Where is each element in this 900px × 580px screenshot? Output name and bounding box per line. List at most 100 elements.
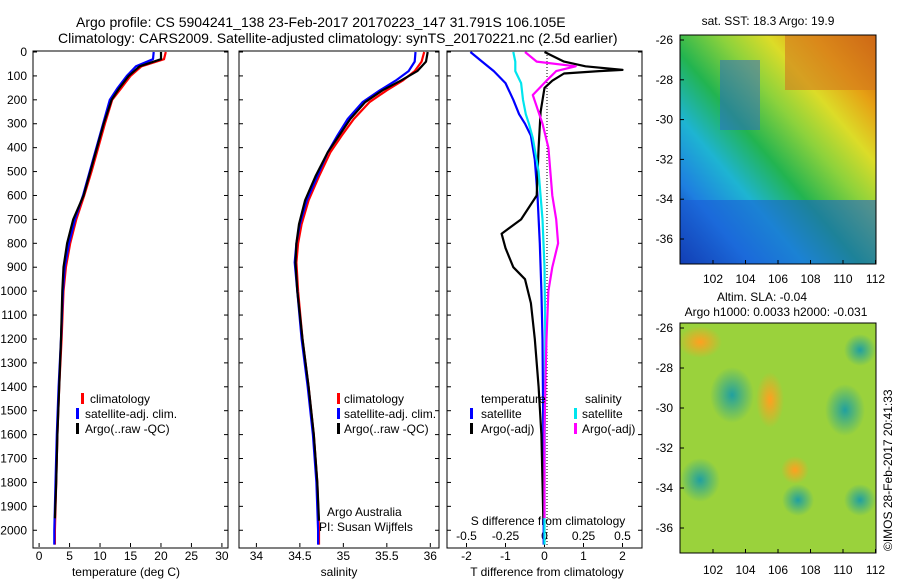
lon-tick-label: 104 (735, 563, 755, 577)
temperature-panel-frame (32, 50, 229, 549)
legend-satellite-swatch (337, 408, 340, 419)
s-diff-tick-label: -0.25 (492, 529, 520, 543)
legend-salinity-title: salinity (585, 392, 622, 406)
sst-cold-eddy (720, 60, 760, 130)
difference-series (469, 51, 624, 545)
lat-tick-label: -26 (656, 33, 674, 47)
title-line-1: Argo profile: CS 5904241_138 23-Feb-2017… (76, 14, 566, 30)
imos-stamp: ©IMOS 28-Feb-2017 20:41:33 (881, 389, 895, 551)
depth-tick-label: 200 (7, 93, 27, 107)
temperature-series (53, 51, 167, 545)
series-line-temperature-satellite (469, 51, 545, 545)
sla-low (782, 484, 814, 516)
x-tick-label: 5 (66, 549, 73, 563)
depth-tick-label: 1300 (0, 356, 27, 370)
series-line-argo-raw-qc- (294, 51, 429, 521)
lat-tick-label: -32 (656, 152, 674, 166)
sla-low (710, 367, 754, 423)
depth-tick-label: 1000 (0, 284, 27, 298)
x-tick-label: 15 (124, 549, 138, 563)
credit-line-2: PI: Susan Wijffels (319, 520, 413, 534)
series-line-satellite-adj-clim- (293, 51, 417, 545)
lat-tick-label: -30 (656, 113, 674, 127)
depth-tick-label: 0 (20, 45, 27, 59)
legend-climatology-swatch (337, 393, 340, 404)
s-diff-tick-label: 0.5 (614, 529, 631, 543)
legend-temp-satellite-label: satellite (481, 407, 522, 421)
legend-climatology-label: climatology (344, 392, 404, 406)
depth-tick-label: 300 (7, 117, 27, 131)
lon-tick-label: 104 (735, 272, 755, 286)
sla-low (844, 334, 876, 366)
salinity-x-label: salinity (321, 565, 358, 579)
sla-map-title-2: Argo h1000: 0.0033 h2000: -0.031 (685, 305, 868, 319)
sla-high (756, 372, 784, 428)
legend-sal-satellite-label: satellite (582, 407, 623, 421)
x-tick-label: 34.5 (288, 549, 312, 563)
depth-tick-label: 900 (7, 260, 27, 274)
legend-sal-argo-label: Argo(-adj) (582, 422, 635, 436)
depth-tick-label: 100 (7, 69, 27, 83)
sla-map-features (678, 326, 876, 516)
lon-tick-label: 102 (703, 272, 723, 286)
lat-tick-label: -34 (656, 192, 674, 206)
salinity-series (293, 51, 429, 545)
lat-tick-label: -32 (656, 441, 674, 455)
legend-argo-swatch (76, 423, 79, 434)
x-tick-label: 2 (619, 549, 626, 563)
s-diff-x-ticks: -0.5 -0.25 0 0.25 0.5 (456, 529, 631, 543)
t-diff-x-label: T difference from climatology (470, 565, 624, 579)
x-tick-label: 36 (424, 549, 438, 563)
lon-tick-label: 110 (833, 563, 852, 577)
legend-satellite-label: satellite-adj. clim. (344, 407, 436, 421)
x-tick-label: 0 (541, 549, 548, 563)
temperature-x-label: temperature (deg C) (72, 565, 180, 579)
legend-temperature-title: temperature (481, 392, 546, 406)
sst-warm-patch (785, 35, 876, 90)
legend-temp-argo-swatch (470, 423, 473, 434)
depth-axis-ticks (33, 51, 642, 531)
lon-tick-label: 102 (703, 563, 723, 577)
sst-lon-ticks: 102 104 106 108 110 112 (703, 260, 885, 286)
depth-tick-label: 1100 (1, 308, 27, 322)
depth-tick-label: 1200 (0, 332, 27, 346)
s-diff-x-label: S difference from climatology (471, 514, 626, 528)
depth-tick-label: 400 (7, 141, 27, 155)
depth-tick-label: 2000 (0, 523, 27, 537)
lat-tick-label: -34 (656, 481, 674, 495)
sla-lon-ticks: 102 104 106 108 110 112 (703, 549, 885, 577)
temperature-x-ticks: 0 5 10 15 20 25 30 (36, 543, 229, 563)
lat-tick-label: -26 (656, 321, 674, 335)
lon-tick-label: 106 (768, 272, 788, 286)
sla-high (781, 456, 809, 484)
sla-map-image (680, 323, 876, 553)
x-tick-label: 10 (93, 549, 107, 563)
legend-climatology-swatch (81, 393, 84, 404)
depth-tick-label: 1400 (0, 380, 27, 394)
credit-line-1: Argo Australia (327, 505, 402, 519)
legend-argo-label: Argo(..raw -QC) (344, 422, 429, 436)
lat-tick-label: -30 (656, 401, 674, 415)
depth-tick-label: 500 (7, 165, 27, 179)
lon-tick-label: 112 (866, 563, 885, 577)
legend-argo-swatch (337, 423, 340, 434)
difference-panel-frame (446, 50, 643, 549)
sst-cold-band (680, 200, 876, 264)
x-tick-label: -1 (500, 549, 511, 563)
x-tick-label: 35.5 (375, 549, 399, 563)
x-tick-label: 20 (154, 549, 168, 563)
legend-temp-satellite-swatch (470, 408, 473, 419)
lat-tick-label: -28 (656, 73, 674, 87)
x-tick-label: 35 (337, 549, 351, 563)
x-tick-label: 30 (215, 549, 229, 563)
salinity-legend: climatology satellite-adj. clim. Argo(..… (337, 392, 436, 436)
depth-tick-label: 600 (7, 188, 27, 202)
series-line-salinity-argo-adj- (524, 51, 577, 519)
s-diff-tick-label: 0.25 (572, 529, 596, 543)
x-tick-label: 0 (36, 549, 43, 563)
x-tick-label: 1 (580, 549, 587, 563)
legend-sal-argo-swatch (574, 423, 577, 434)
lon-tick-label: 108 (800, 563, 820, 577)
sla-low (680, 458, 720, 502)
